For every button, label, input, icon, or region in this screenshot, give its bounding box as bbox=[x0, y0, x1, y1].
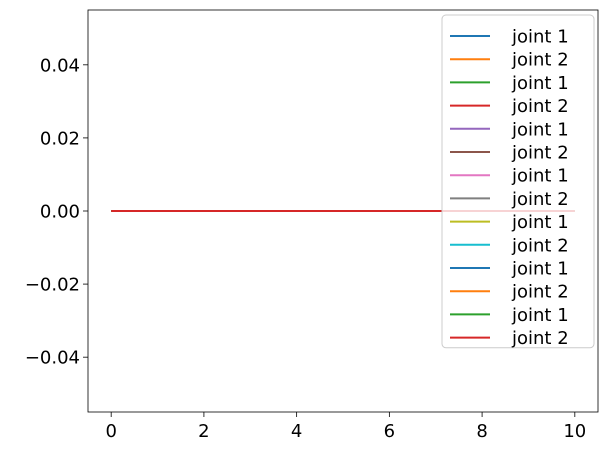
y-tick-label: 0.04 bbox=[40, 55, 80, 76]
legend-label-11: joint 1 bbox=[511, 259, 569, 280]
legend-box bbox=[441, 14, 595, 349]
legend-label-1: joint 1 bbox=[511, 27, 569, 48]
legend-label-9: joint 1 bbox=[511, 212, 569, 233]
legend-label-10: joint 2 bbox=[511, 235, 569, 256]
legend-label-14: joint 2 bbox=[511, 328, 569, 349]
y-tick-label: −0.02 bbox=[25, 275, 80, 296]
legend-label-7: joint 1 bbox=[511, 166, 569, 187]
legend-label-5: joint 1 bbox=[511, 119, 569, 140]
legend-label-3: joint 1 bbox=[511, 73, 569, 94]
legend-label-6: joint 2 bbox=[511, 143, 569, 164]
x-tick-label: 10 bbox=[563, 421, 586, 442]
x-tick-label: 0 bbox=[105, 421, 116, 442]
x-tick-label: 6 bbox=[384, 421, 395, 442]
x-tick-label: 2 bbox=[198, 421, 209, 442]
legend-label-12: joint 2 bbox=[511, 282, 569, 303]
x-tick-label: 4 bbox=[291, 421, 302, 442]
legend-label-4: joint 2 bbox=[511, 96, 569, 117]
legend-label-13: joint 1 bbox=[511, 305, 569, 326]
legend-label-8: joint 2 bbox=[511, 189, 569, 210]
y-tick-label: 0.00 bbox=[40, 202, 80, 223]
x-axis: 0 2 4 6 8 10 bbox=[105, 412, 586, 442]
y-tick-label: 0.02 bbox=[40, 128, 80, 149]
legend-label-2: joint 2 bbox=[511, 50, 569, 71]
y-axis: 0.04 0.02 0.00 −0.02 −0.04 bbox=[25, 55, 88, 369]
y-tick-label: −0.04 bbox=[25, 348, 80, 369]
x-tick-label: 8 bbox=[476, 421, 487, 442]
